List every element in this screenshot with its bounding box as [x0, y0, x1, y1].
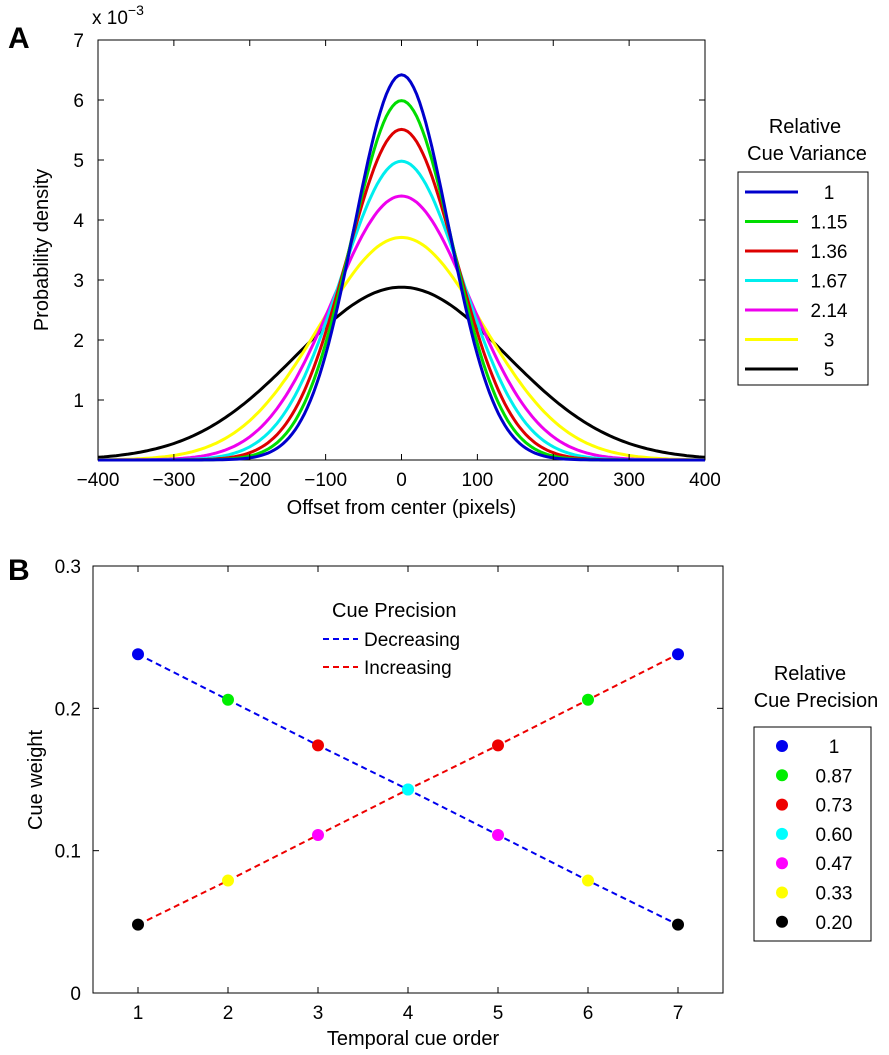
- legend-b-marker-4: [776, 857, 788, 870]
- b-y-tick-label-1: 0.1: [55, 842, 81, 863]
- legend-b-marker-5: [776, 886, 788, 899]
- x-tick-label-2: −200: [228, 470, 271, 491]
- legend-a-label-6: 5: [824, 360, 835, 381]
- legend-b-box: [753, 726, 872, 942]
- legend-b-label-2: 0.73: [816, 796, 853, 817]
- y-tick-label-4: 5: [73, 151, 84, 172]
- curve-3: [98, 159, 705, 462]
- x-tick-label-3: −100: [304, 470, 347, 491]
- legend-a-title-1: Relative: [769, 116, 841, 138]
- legend-a-label-2: 1.36: [811, 242, 848, 263]
- point-1-2: [312, 829, 324, 842]
- legend-b-label-6: 0.20: [816, 913, 853, 934]
- plot-a: −400 −300 −200 −100 0 100 200 300 400 1 2 3 4 5 6 7 x 1…: [31, 2, 721, 519]
- point-0-5: [582, 874, 594, 887]
- x-tick-label-6: 200: [537, 470, 569, 491]
- legend-a: Relative Cue Variance 1 1.15 1.36 1.67 2.14 3…: [737, 116, 869, 386]
- curve-1: [98, 99, 705, 462]
- b-y-tick-label-3: 0.3: [55, 557, 81, 578]
- legend-a-label-5: 3: [824, 331, 835, 352]
- b-x-tick-label-2: 3: [313, 1003, 324, 1024]
- point-1-1: [222, 874, 234, 887]
- b-x-tick-label-5: 6: [583, 1003, 594, 1024]
- legend-b-label-5: 0.33: [816, 884, 853, 905]
- legend-b-marker-0: [776, 740, 788, 752]
- legend-a-items: 1 1.15 1.36 1.67 2.14 3 5: [745, 183, 848, 381]
- y-tick-label-2: 3: [73, 271, 84, 292]
- legend-b-marker-3: [776, 827, 788, 840]
- legend-b-title-1: Relative: [774, 663, 846, 685]
- legend-a-label-3: 1.67: [811, 272, 848, 293]
- plot-b-xlabel: Temporal cue order: [327, 1028, 500, 1050]
- x-tick-label-1: −300: [152, 470, 195, 491]
- plot-b-points: [132, 648, 684, 931]
- x-tick-label-7: 300: [613, 470, 645, 491]
- point-0-0: [132, 648, 144, 661]
- legend-b-marker-2: [776, 798, 788, 811]
- x-tick-label-0: −400: [77, 470, 120, 491]
- legend-b-label-4: 0.47: [816, 854, 853, 875]
- point-1-0: [132, 918, 144, 931]
- b-x-tick-label-4: 5: [493, 1003, 504, 1024]
- point-1-6: [672, 648, 684, 661]
- b-x-tick-label-1: 2: [223, 1003, 234, 1024]
- b-y-tick-label-0: 0: [70, 984, 81, 1005]
- y-tick-label-0: 1: [73, 391, 84, 412]
- point-1-5: [582, 693, 594, 706]
- curve-2: [98, 127, 705, 462]
- plot-a-ticks: −400 −300 −200 −100 0 100 200 300 400 1 2 3 4 5 6 7: [73, 31, 720, 491]
- legend-b-label-3: 0.60: [816, 825, 853, 846]
- b-x-tick-label-6: 7: [673, 1003, 684, 1024]
- legend-a-title-2: Cue Variance: [747, 143, 867, 165]
- point-1-3: [402, 783, 414, 796]
- plot-b: 1 2 3 4 5 6 7 0 0.1 0.2 0.3 Cue Precision Decreasi…: [25, 557, 724, 1050]
- curve-6: [97, 285, 706, 459]
- legend-b-marker-1: [776, 769, 788, 782]
- plot-a-ylabel: Probability density: [31, 169, 53, 331]
- inner-legend-increasing-label: Increasing: [364, 658, 452, 679]
- legend-a-label-0: 1: [824, 183, 835, 204]
- legend-b-title-2: Cue Precision: [754, 690, 879, 712]
- x-tick-label-5: 100: [462, 470, 494, 491]
- curve-0: [98, 73, 705, 462]
- plot-b-ylabel: Cue weight: [25, 730, 47, 831]
- legend-b: Relative Cue Precision 1 0.87 0.73 0.60 0.47…: [753, 663, 879, 942]
- legend-b-items: 1 0.87 0.73 0.60 0.47 0.33 0.20: [776, 737, 852, 934]
- point-0-4: [492, 829, 504, 842]
- y-tick-label-6: 7: [73, 31, 84, 52]
- panel-letter-b: B: [8, 554, 30, 587]
- y-tick-label-3: 4: [73, 211, 84, 232]
- point-1-4: [492, 739, 504, 752]
- curve-4: [98, 194, 705, 462]
- x-tick-label-4: 0: [396, 470, 407, 491]
- plot-b-ticks: 1 2 3 4 5 6 7 0 0.1 0.2 0.3: [55, 557, 723, 1024]
- y-exponent-label: x 10−3: [92, 2, 144, 29]
- inner-legend: Cue Precision Decreasing Increasing: [323, 600, 460, 679]
- plot-a-curves: [97, 73, 706, 462]
- b-x-tick-label-0: 1: [133, 1003, 144, 1024]
- legend-b-label-0: 1: [829, 737, 840, 758]
- point-0-1: [222, 693, 234, 706]
- point-0-2: [312, 739, 324, 752]
- legend-a-label-1: 1.15: [811, 213, 848, 234]
- inner-legend-title: Cue Precision: [332, 600, 457, 622]
- legend-a-box: [737, 171, 869, 386]
- b-x-tick-label-3: 4: [403, 1003, 414, 1024]
- curve-5: [97, 235, 706, 462]
- plot-a-frame: [97, 39, 706, 461]
- y-tick-label-1: 2: [73, 331, 84, 352]
- x-tick-label-8: 400: [689, 470, 721, 491]
- b-y-tick-label-2: 0.2: [55, 699, 81, 720]
- inner-legend-decreasing-label: Decreasing: [364, 630, 460, 651]
- panel-letter-a: A: [8, 22, 30, 55]
- legend-b-label-1: 0.87: [816, 766, 853, 787]
- legend-a-label-4: 2.14: [811, 301, 848, 322]
- plot-a-xlabel: Offset from center (pixels): [287, 497, 517, 519]
- point-0-6: [672, 918, 684, 931]
- legend-b-marker-6: [776, 915, 788, 928]
- y-tick-label-5: 6: [73, 91, 84, 112]
